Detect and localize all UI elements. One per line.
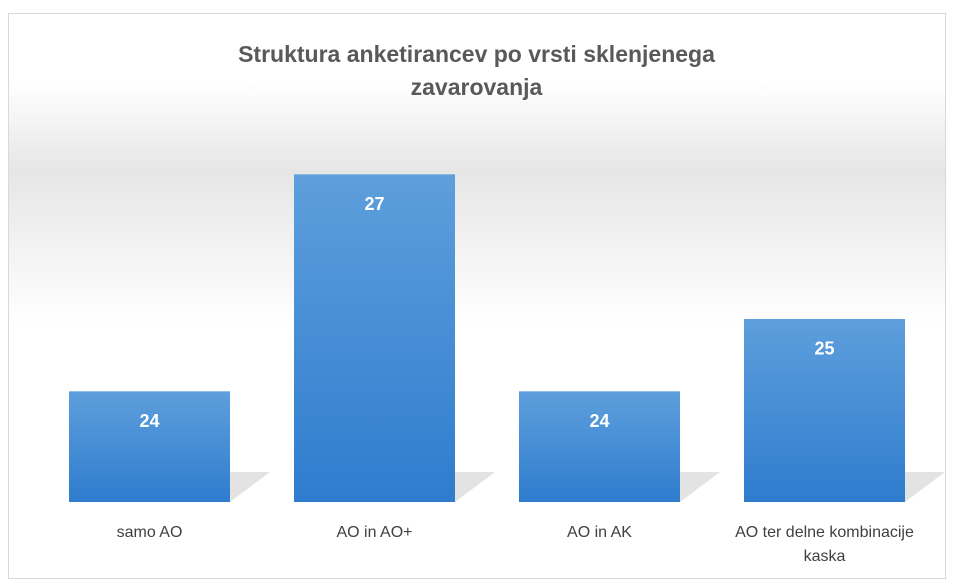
data-label: 25	[814, 339, 834, 359]
bar	[69, 391, 230, 502]
bar-shadow	[230, 472, 270, 502]
bar-shadow	[680, 472, 720, 502]
bar	[744, 318, 905, 502]
x-tick-label: samo AO	[116, 524, 183, 541]
data-label: 24	[139, 411, 159, 431]
x-tick-label: AO in AK	[567, 524, 632, 541]
data-label: 27	[364, 194, 384, 214]
bar	[294, 174, 455, 502]
data-label: 24	[589, 411, 609, 431]
chart-title: Struktura anketirancev po vrsti sklenjen…	[238, 41, 715, 100]
x-tick-label: AO ter delne kombinacije kaska	[735, 524, 914, 565]
bar	[519, 391, 680, 502]
x-tick-label: AO in AO+	[336, 524, 413, 541]
bar-shadow	[455, 472, 495, 502]
bar-shadow	[905, 472, 945, 502]
